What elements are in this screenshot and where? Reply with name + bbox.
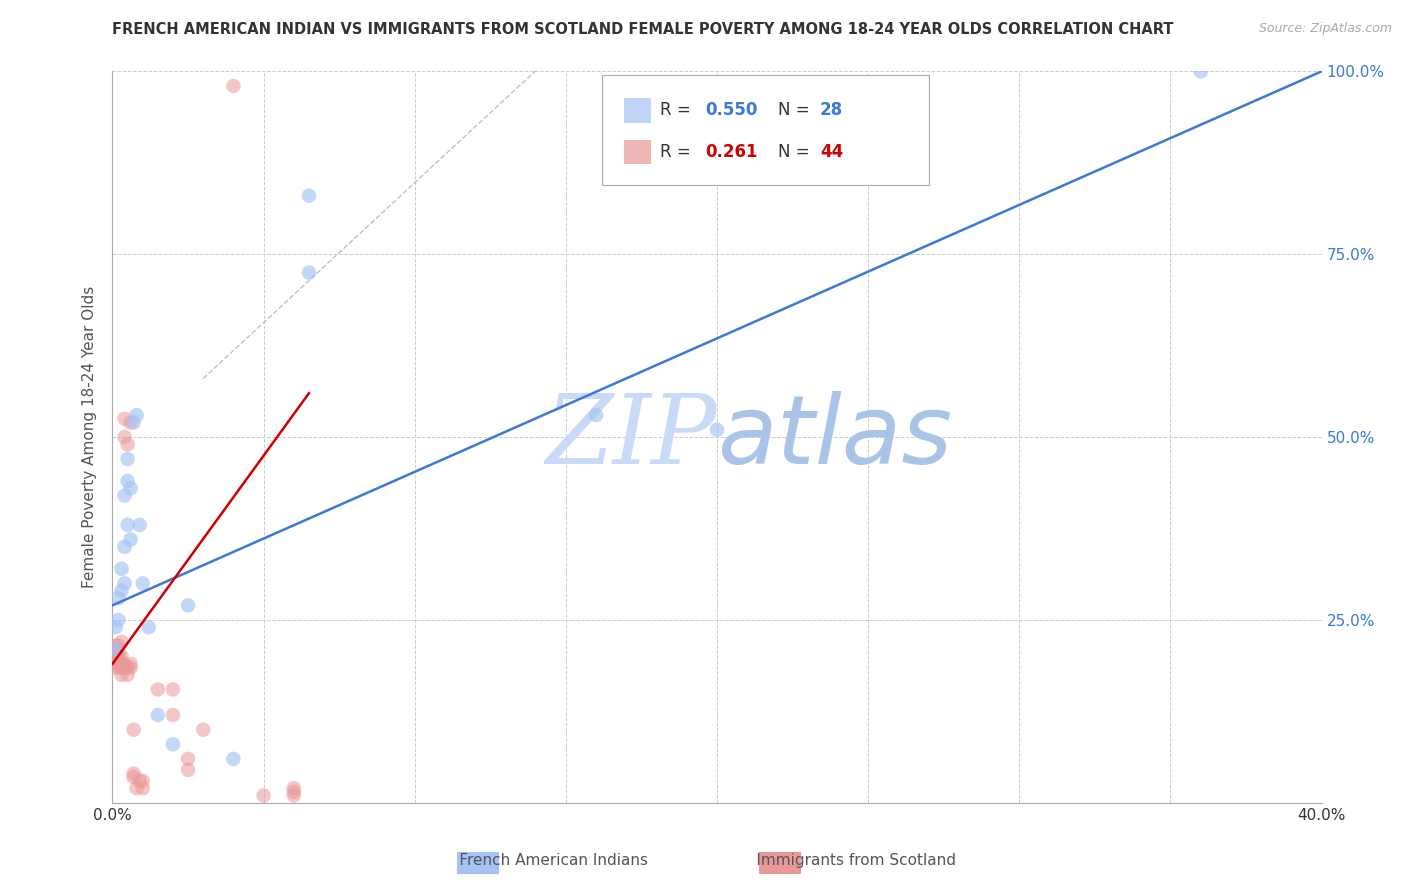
Point [132, 773, 155, 788]
Point [104, 660, 127, 674]
Point [117, 474, 139, 488]
Text: Source: ZipAtlas.com: Source: ZipAtlas.com [1258, 22, 1392, 36]
Point [128, 773, 150, 788]
Point [122, 766, 145, 780]
Text: 0.550: 0.550 [704, 101, 758, 120]
Point [585, 408, 607, 422]
Point [138, 620, 160, 634]
Point [120, 416, 142, 430]
Point [104, 657, 127, 671]
Point [120, 660, 142, 674]
Point [177, 752, 200, 766]
Point [146, 682, 169, 697]
Point [298, 188, 321, 202]
Point [222, 752, 245, 766]
Point [107, 591, 129, 605]
Point [110, 660, 132, 674]
Point [110, 667, 132, 681]
Point [104, 653, 127, 667]
Point [283, 781, 305, 796]
Point [132, 781, 155, 796]
Point [117, 437, 139, 451]
Point [104, 649, 127, 664]
Point [122, 723, 145, 737]
Text: N =: N = [778, 143, 808, 161]
Point [104, 642, 127, 657]
Point [162, 682, 184, 697]
Text: French American Indians: French American Indians [434, 854, 648, 868]
Point [122, 416, 145, 430]
Point [125, 781, 148, 796]
Point [122, 770, 145, 784]
FancyBboxPatch shape [602, 75, 929, 185]
Point [132, 576, 155, 591]
Point [120, 533, 142, 547]
Point [114, 412, 136, 426]
Point [162, 708, 184, 723]
FancyBboxPatch shape [624, 140, 651, 164]
Point [107, 657, 129, 671]
Text: FRENCH AMERICAN INDIAN VS IMMIGRANTS FROM SCOTLAND FEMALE POVERTY AMONG 18-24 YE: FRENCH AMERICAN INDIAN VS IMMIGRANTS FRO… [112, 22, 1174, 37]
Point [110, 583, 132, 598]
Point [177, 599, 200, 613]
Point [114, 657, 136, 671]
Point [110, 657, 132, 671]
Point [107, 613, 129, 627]
Point [107, 660, 129, 674]
Point [283, 785, 305, 799]
Point [114, 576, 136, 591]
Point [110, 562, 132, 576]
Text: N =: N = [778, 101, 808, 120]
Point [117, 517, 139, 532]
Point [191, 723, 214, 737]
FancyBboxPatch shape [624, 98, 651, 122]
Point [253, 789, 276, 803]
Point [125, 408, 148, 422]
Point [177, 763, 200, 777]
Point [146, 708, 169, 723]
Y-axis label: Female Poverty Among 18-24 Year Olds: Female Poverty Among 18-24 Year Olds [82, 286, 97, 588]
Text: Immigrants from Scotland: Immigrants from Scotland [731, 854, 956, 868]
Point [114, 540, 136, 554]
Point [128, 517, 150, 532]
Text: R =: R = [661, 143, 690, 161]
Point [117, 660, 139, 674]
Point [120, 657, 142, 671]
Text: 44: 44 [820, 143, 844, 161]
Text: 28: 28 [820, 101, 844, 120]
Point [706, 423, 728, 437]
Text: atlas: atlas [717, 391, 952, 483]
Point [114, 660, 136, 674]
Point [104, 642, 127, 657]
Text: R =: R = [661, 101, 690, 120]
Point [117, 452, 139, 467]
Text: ZIP: ZIP [546, 390, 717, 484]
Text: 0.261: 0.261 [704, 143, 758, 161]
Point [107, 646, 129, 660]
Point [110, 635, 132, 649]
Point [114, 430, 136, 444]
Point [283, 789, 305, 803]
Point [114, 489, 136, 503]
Point [222, 78, 245, 93]
Point [107, 639, 129, 653]
Point [107, 649, 129, 664]
Point [104, 620, 127, 634]
Point [117, 667, 139, 681]
Point [104, 639, 127, 653]
Point [120, 481, 142, 495]
Point [110, 649, 132, 664]
Point [1189, 64, 1212, 78]
Point [162, 737, 184, 751]
Point [298, 266, 321, 280]
